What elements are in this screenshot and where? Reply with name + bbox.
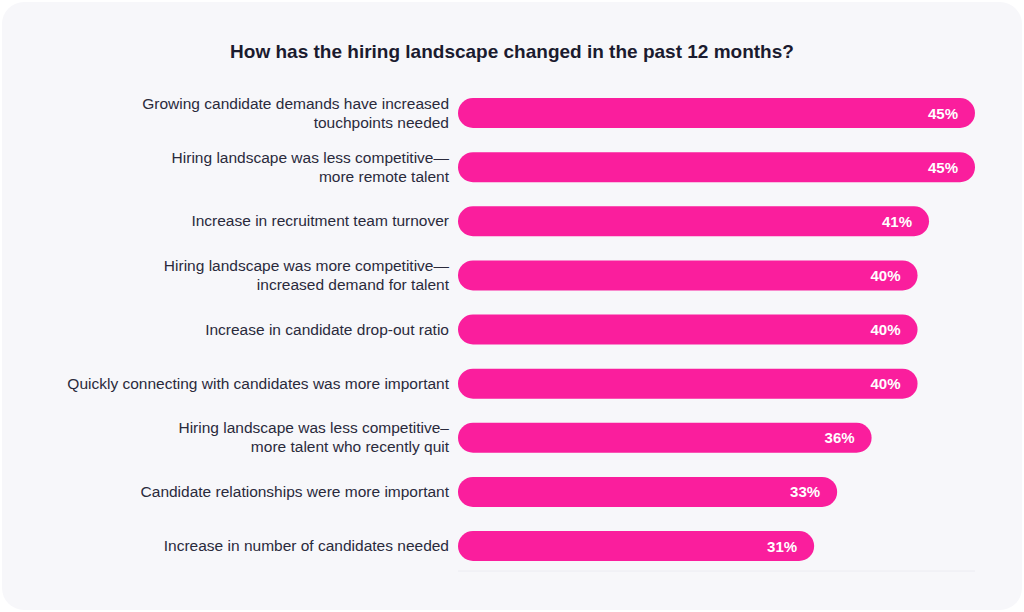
bar <box>458 477 837 507</box>
labels: Growing candidate demands have increased… <box>67 95 958 555</box>
category-label: Increase in candidate drop-out ratio <box>205 321 449 338</box>
value-axis-line <box>458 571 975 572</box>
category-label: Candidate relationships were more import… <box>141 483 450 500</box>
category-label: Increase in recruitment team turnover <box>191 212 449 229</box>
category-label: Quickly connecting with candidates was m… <box>67 375 449 392</box>
data-label: 36% <box>825 429 855 446</box>
category-label: Increase in number of candidates needed <box>164 537 449 554</box>
card-background <box>2 2 1022 610</box>
category-label: Hiring landscape was less competitive—mo… <box>172 149 450 185</box>
data-label: 40% <box>871 267 901 284</box>
category-label: Hiring landscape was more competitive—in… <box>164 257 450 293</box>
bar <box>458 152 975 182</box>
bar <box>458 260 918 290</box>
data-label: 45% <box>928 105 958 122</box>
bar <box>458 315 918 345</box>
data-label: 41% <box>882 213 912 230</box>
data-label: 40% <box>871 375 901 392</box>
category-label: Growing candidate demands have increased… <box>142 95 449 131</box>
bar <box>458 369 918 399</box>
data-label: 45% <box>928 159 958 176</box>
bar <box>458 531 814 561</box>
data-label: 31% <box>767 538 797 555</box>
category-label: Hiring landscape was less competitive–mo… <box>178 419 449 455</box>
data-label: 33% <box>790 483 820 500</box>
bar <box>458 98 975 128</box>
bar <box>458 423 872 453</box>
bars <box>458 98 975 561</box>
chart-canvas: How has the hiring landscape changed in … <box>0 0 1024 612</box>
data-label: 40% <box>871 321 901 338</box>
chart-title: How has the hiring landscape changed in … <box>230 41 794 62</box>
bar <box>458 206 929 236</box>
